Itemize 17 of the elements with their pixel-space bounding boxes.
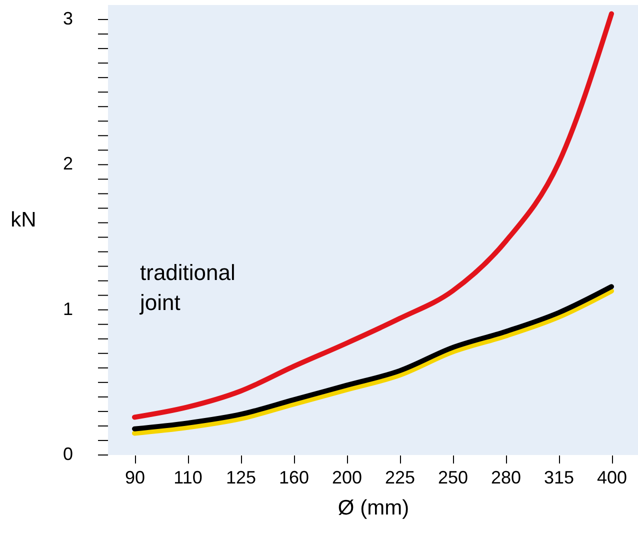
y-axis-title: kN	[10, 208, 36, 232]
x-tick-label: 225	[384, 468, 416, 488]
y-tick-label: 1	[62, 298, 73, 319]
x-tick-label: 125	[226, 468, 256, 488]
y-tick-label: 3	[62, 8, 73, 29]
x-tick-label: 250	[438, 468, 468, 488]
text: traditional joint	[139, 260, 236, 315]
x-tick-label: 160	[278, 468, 310, 488]
x-tick-label: 110	[174, 468, 202, 488]
x-tick-label: 280	[490, 468, 522, 488]
x-tick-label: 315	[544, 468, 574, 488]
x-tick-label: 200	[332, 468, 362, 488]
x-tick-label: 400	[596, 468, 628, 488]
x-tick-label: 90	[124, 468, 146, 488]
x-axis-title: Ø (mm)	[338, 496, 410, 520]
y-tick-label: 0	[62, 444, 73, 464]
y-tick-label: 2	[62, 154, 73, 174]
